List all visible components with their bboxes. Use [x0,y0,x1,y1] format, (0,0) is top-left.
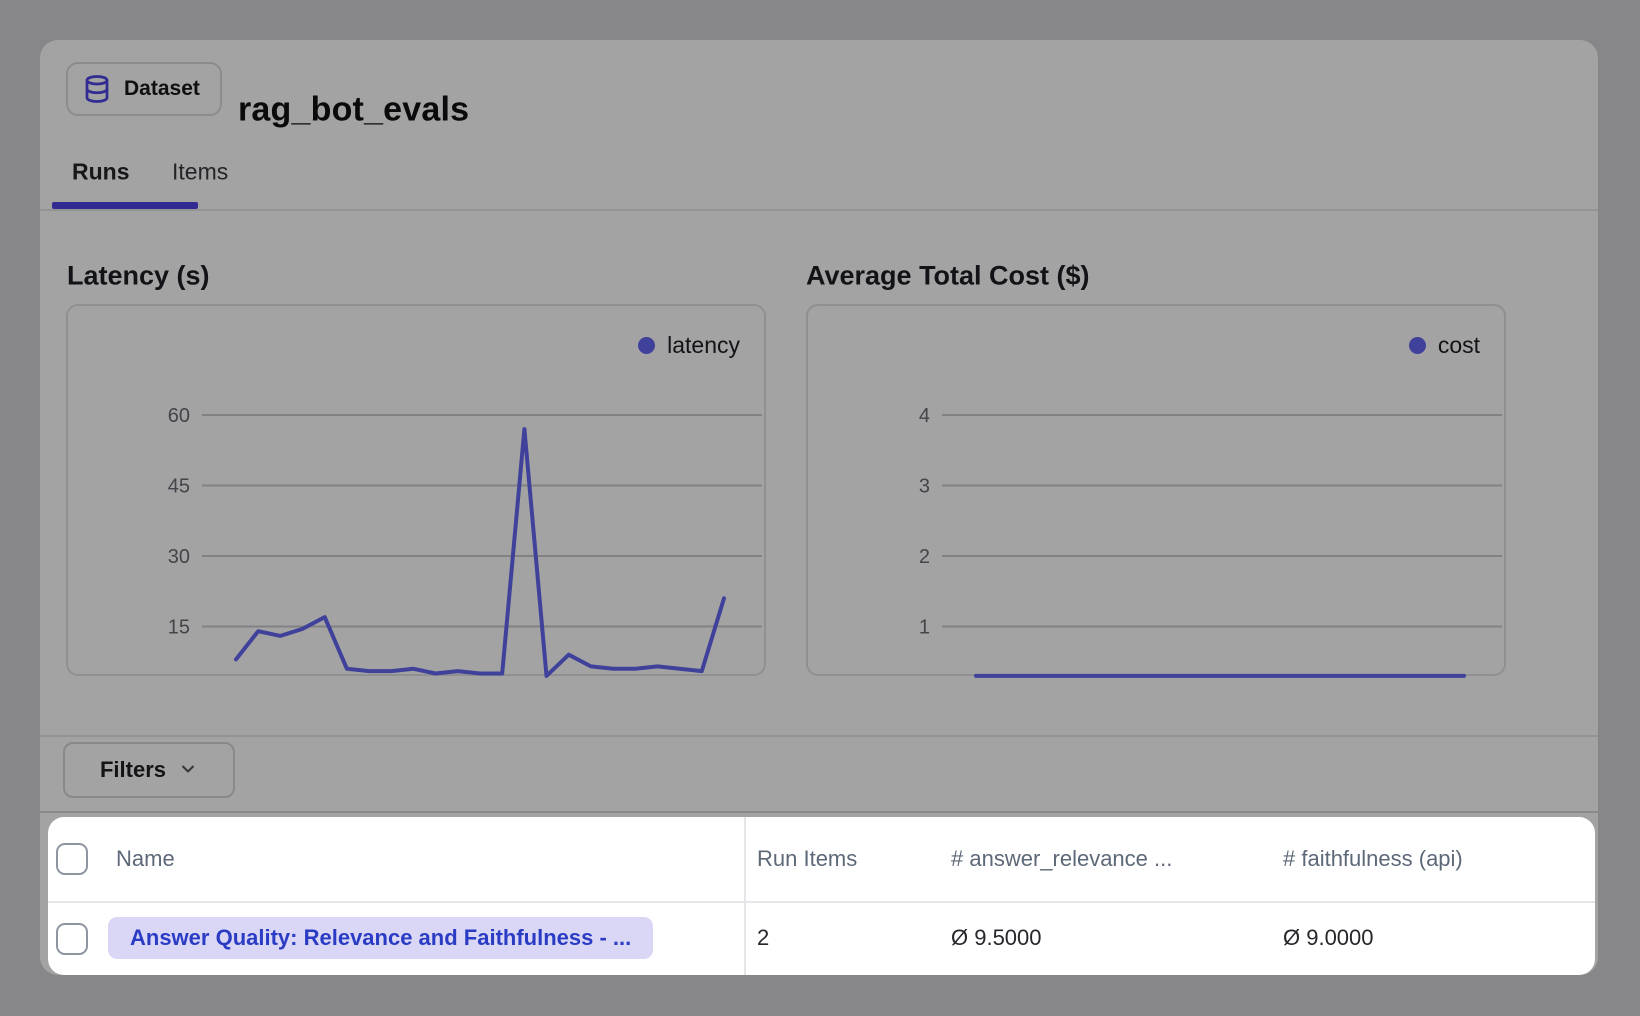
latency-legend: latency [638,332,740,359]
filters-button-label: Filters [99,757,167,782]
faithfulness-cell: Ø 9.0000 [1283,925,1374,950]
latency-chart-plot: 15 30 45 60 [168,405,762,678]
page-title: rag_bot_evals [238,90,470,129]
cost-legend: cost [1408,332,1480,359]
cost-chart-card: 1 2 3 4 cost [806,304,1506,678]
tab-runs[interactable]: Runs [72,158,130,185]
latency-legend-label: latency [667,332,740,358]
svg-text:15: 15 [168,617,190,639]
column-header-run-items: Run Items [757,846,858,871]
svg-text:1: 1 [919,617,930,639]
runs-table: Name Run Items # answer_relevance ... # … [48,817,1595,975]
name-column-divider [744,817,746,975]
select-all-checkbox[interactable] [56,843,88,875]
svg-text:60: 60 [168,405,190,427]
table-top-border [40,811,1598,813]
latency-legend-dot [638,337,656,354]
chevron-down-icon [178,759,198,782]
column-header-name: Name [116,846,175,871]
svg-text:3: 3 [919,476,930,498]
svg-text:45: 45 [168,476,190,498]
svg-text:2: 2 [919,546,930,568]
table-header-divider [48,901,1595,903]
tab-items[interactable]: Items [172,158,229,185]
latency-chart-title: Latency (s) [67,260,210,291]
active-tab-indicator [52,202,198,209]
tabs-bottom-border [40,209,1598,211]
run-name-link-label: Answer Quality: Relevance and Faithfulne… [130,925,632,950]
dataset-badge: Dataset [66,62,222,116]
charts-filters-divider [40,735,1598,737]
run-items-cell: 2 [757,925,770,950]
svg-text:30: 30 [168,546,190,568]
dataset-badge-label: Dataset [124,77,200,100]
database-icon [82,74,112,104]
filters-button[interactable]: Filters [63,742,235,798]
latency-chart-card: 15 30 45 60 latency [66,304,766,678]
dataset-page-card: Dataset rag_bot_evals Runs Items Latency… [40,40,1598,975]
cost-legend-label: cost [1437,332,1480,358]
svg-text:4: 4 [919,405,930,427]
cost-chart-title: Average Total Cost ($) [806,260,1090,291]
run-name-link[interactable]: Answer Quality: Relevance and Faithfulne… [108,917,654,959]
row-checkbox[interactable] [56,923,88,955]
cost-legend-dot [1408,337,1426,354]
cost-chart-plot: 1 2 3 4 [919,405,1502,678]
column-header-answer-relevance: # answer_relevance ... [951,846,1173,871]
answer-relevance-cell: Ø 9.5000 [951,925,1042,950]
column-header-faithfulness: # faithfulness (api) [1283,846,1463,871]
